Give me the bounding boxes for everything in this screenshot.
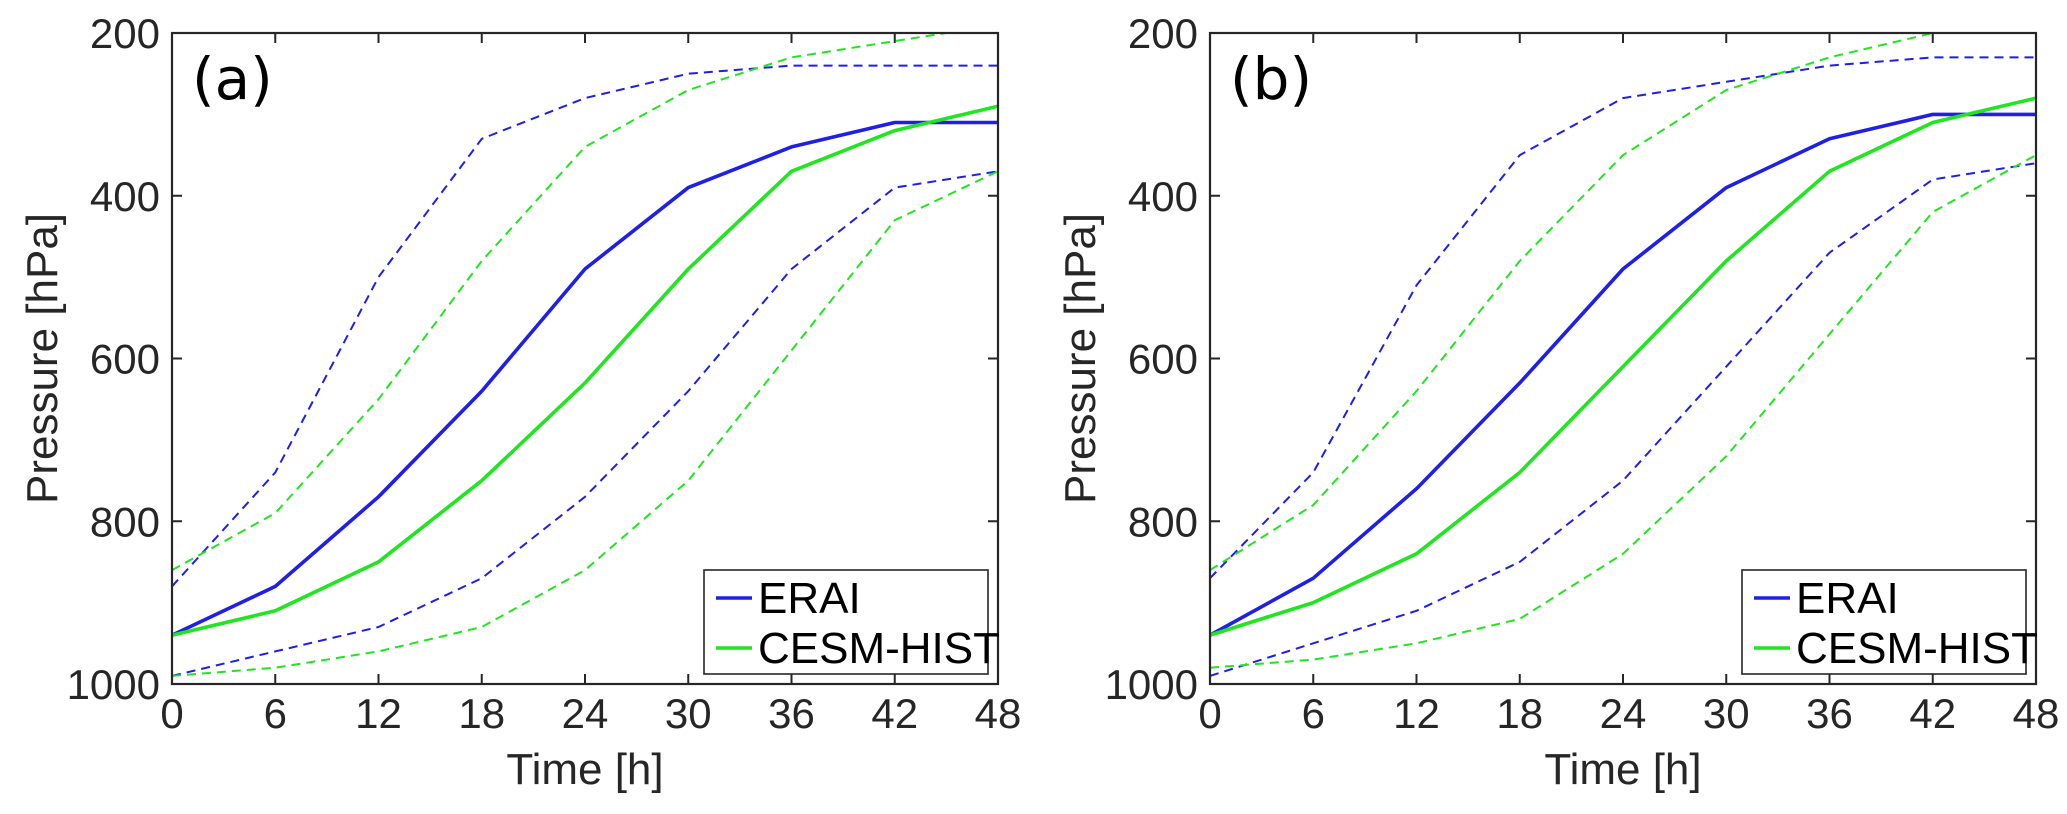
y-tick-label: 600 [1128,336,1198,383]
y-axis-label: Pressure [hPa] [1056,213,1105,504]
chart-panel-a: 0 6 12 18 24 30 36 42 48 200 400 600 800 1000 Time [h]… [18,10,1021,794]
x-tick-label: 42 [871,690,918,737]
erai-range-line [172,170,998,677]
legend-entry: CESM-HIST [1796,624,2038,673]
y-tick-label: 1000 [67,661,160,708]
x-axis-label: Time [h] [506,745,663,794]
y-tick-label: 400 [90,173,160,220]
y-tick-label: 200 [90,10,160,57]
y-tick-label: 200 [1128,10,1198,57]
chart-panel-b: 0 6 12 18 24 30 36 42 48 200 400 600 800 1000 Time [h]… [1056,10,2059,794]
erai-mean-line [172,120,998,637]
series-group [172,33,998,677]
x-tick-label: 12 [1393,690,1440,737]
erai-mean-line [1210,112,2036,637]
x-tick-label: 36 [768,690,815,737]
legend-entry: ERAI [758,574,861,623]
cesm-hist-range-line [1210,154,2036,669]
series-group [1210,33,2036,677]
x-tick-label: 48 [975,690,1022,737]
x-tick-label: 0 [160,690,183,737]
y-tick-label: 400 [1128,173,1198,220]
legend-entry: ERAI [1796,574,1899,623]
legend-box [703,569,989,675]
cesm-hist-mean-line [172,104,998,637]
erai-range-line [172,64,998,588]
y-tick-label: 800 [90,498,160,545]
x-tick-label: 18 [1496,690,1543,737]
y-axis-label: Pressure [hPa] [18,213,67,504]
x-tick-label: 42 [1909,690,1956,737]
cesm-hist-range-line [172,33,953,571]
x-tick-label: 18 [458,690,505,737]
legend-entry: CESM-HIST [758,624,1000,673]
cesm-hist-mean-line [1210,96,2036,637]
x-tick-label: 30 [1703,690,1750,737]
x-tick-label: 12 [355,690,402,737]
x-tick-label: 36 [1806,690,1853,737]
x-tick-label: 30 [665,690,712,737]
x-tick-label: 0 [1198,690,1221,737]
x-tick-label: 6 [1302,690,1325,737]
x-axis-label: Time [h] [1544,745,1701,794]
erai-range-line [1210,56,2036,579]
x-tick-label: 48 [2013,690,2060,737]
legend-box [1741,569,2027,675]
cesm-hist-range-line [1210,33,1940,571]
cesm-hist-range-line [172,170,998,677]
y-tick-label: 600 [90,336,160,383]
x-tick-label: 24 [1600,690,1647,737]
panel-label: (b) [1230,45,1312,113]
y-tick-label: 1000 [1105,661,1198,708]
y-tick-label: 800 [1128,498,1198,545]
x-tick-label: 24 [562,690,609,737]
panel-label: (a) [192,45,273,113]
x-tick-label: 6 [264,690,287,737]
